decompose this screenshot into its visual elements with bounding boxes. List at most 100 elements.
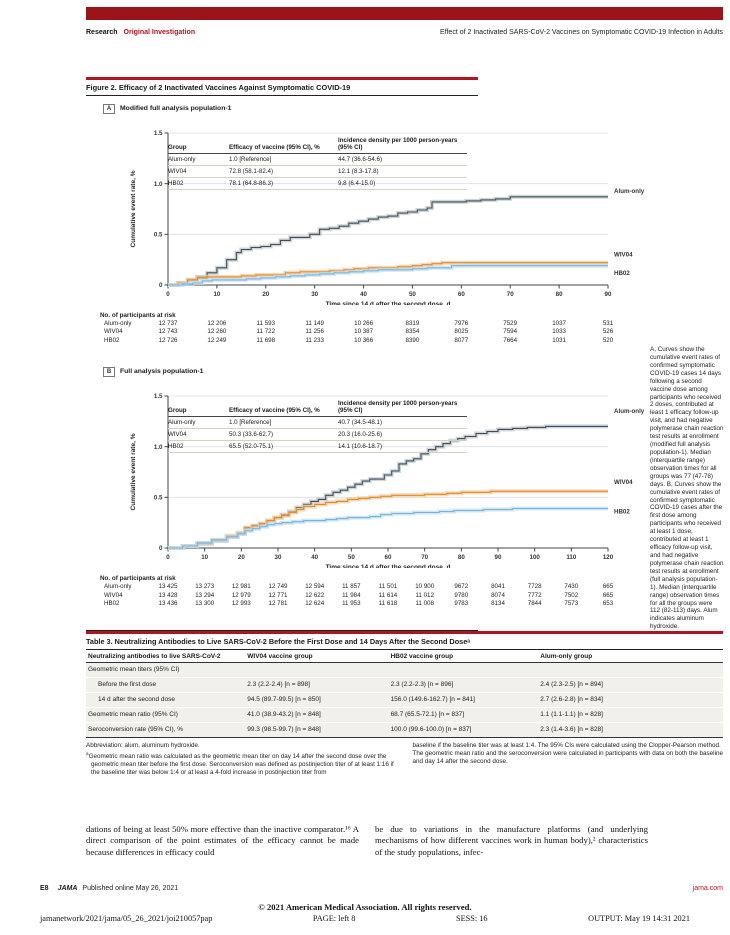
print-page: PAGE: left 8 [312,914,356,923]
article-type-label: Original Investigation [123,29,196,36]
x-tick-label: 20 [238,554,245,561]
survival-curve-WIV04 [168,490,608,549]
print-sess: SESS: 16 [455,914,488,923]
risk-row-label: WIV04 [104,591,123,599]
row-label: Geometric mean ratio (95% CI) [88,711,178,718]
y-tick-label: 0.5 [154,232,163,239]
inset-row: HB02 78.1 (64.8-86.3) 9.8 (6.4-15.0) [168,177,467,191]
table-footnotes: Abbreviation: alum, aluminum hydroxide. … [86,742,723,778]
x-tick-label: 80 [458,554,465,561]
panel-head: A Modified full analysis population-1 [103,103,646,114]
footnote-right-column: baseline if the baseline titer was at le… [412,741,723,766]
page-number: E8 [40,885,49,892]
x-tick-label: 40 [360,291,367,298]
x-axis-label: Time since 14 d after the second dose, d [326,301,451,305]
row-label: 14 d after the second dose [98,696,175,703]
x-tick-label: 80 [556,291,563,298]
risk-row: WIV04 13 428 13 294 12 979 12 771 12 622 11 98… [104,591,614,599]
y-tick-label: 0 [159,545,163,552]
panel-head: B Full analysis population-1 [103,366,646,377]
figure-bottom-rule [86,630,478,632]
x-tick-label: 30 [311,291,318,298]
x-tick-label: 10 [213,291,220,298]
x-tick-label: 90 [605,291,612,298]
curve-label: Alum-only [614,408,645,415]
inset-header: Incidence density per 1000 person-years … [338,400,467,417]
jama-website-link[interactable]: jama.com [692,885,723,892]
x-tick-label: 60 [385,554,392,561]
x-tick-label: 10 [201,554,208,561]
x-tick-label: 100 [530,554,541,561]
y-tick-label: 0 [159,282,163,289]
chart-area: 0 0.5 1.0 1.5 0 10 20 30 40 50 60 70 80 90 Time since … [126,125,646,310]
curve-label: HB02 [614,270,630,277]
section-kicker: Research Original Investigation [86,29,195,36]
table-row: Geometric mean titers (95% CI) [86,662,723,677]
curve-label: Alum-only [614,188,645,195]
footnote-left-column: Abbreviation: alum, aluminum hydroxide. … [86,742,397,778]
chart-area: 0 0.5 1.0 1.5 0 10 20 30 40 50 60 70 80 90 100 110 120 Ti… [126,388,646,573]
header-row: Neutralizing antibodies to live SARS-CoV… [86,649,723,663]
efficacy-inset-table: Group Efficacy of vaccine (95% CI), % Inci… [168,400,467,454]
table-body: Geometric mean titers (95% CI) Before the… [86,662,723,737]
inset-row: WIV04 50.3 (33.6-62.7) 20.3 (16.0-25.6) [168,428,467,442]
x-tick-label: 60 [458,291,465,298]
table-abbreviation: Abbreviation: alum, aluminum hydroxide. [86,741,200,749]
figure-title-rule [86,95,478,96]
x-tick-label: 0 [166,554,170,561]
footnote-a-text: Geometric mean ratio was calculated as t… [88,752,394,777]
x-tick-label: 70 [507,291,514,298]
panel-subtitle: Full analysis population-1 [120,368,204,376]
risk-row-label: Alum-only [104,583,132,591]
inset-header: Group [168,137,229,154]
figure-panel-B: B Full analysis population-1 0 0.5 1.0 1.5 0… [86,366,646,608]
article-body: dations of being at least 50% more effec… [86,824,648,858]
x-tick-label: 20 [262,291,269,298]
x-tick-label: 70 [421,554,428,561]
participants-at-risk: No. of participants at risk Alum-only 12 7… [86,312,646,345]
x-tick-label: 50 [409,291,416,298]
x-tick-label: 110 [566,554,577,561]
risk-row: Alum-only 13 425 13 273 12 981 12 749 12 594 1… [104,583,614,591]
x-axis-label: Time since 14 d after the second dose, d [326,564,451,568]
column-header: Alum-only group [538,649,723,663]
figure-title: Figure 2. Efficacy of 2 Inactivated Vacc… [86,83,351,92]
column-header: WIV04 vaccine group [245,649,389,663]
x-tick-label: 120 [603,554,614,561]
inset-row: HB02 65.5 (52.0-75.1) 14.1 (10.6-18.7) [168,440,467,454]
risk-table-title: No. of participants at risk [100,575,176,583]
risk-row: Alum-only 12 737 12 206 11 593 11 149 10 266 8… [104,320,614,327]
body-right-column: be due to variations in the manufacture … [375,824,648,857]
print-output: OUTPUT: May 19 14:31 2021 [588,914,690,923]
risk-row: HB02 12 726 12 249 11 698 11 233 10 366 8390 80… [104,336,614,344]
figure-2-block: Figure 2. Efficacy of 2 Inactivated Vacc… [86,77,646,632]
figure-panel-A: A Modified full analysis population-1 0 0… [86,103,646,345]
figure-top-rule [86,77,478,80]
curve-label: HB02 [614,509,630,516]
inset-row: Alum-only 1.0 [Reference] 40.7 (34.5-48.1) [168,416,467,430]
y-tick-label: 1.5 [154,130,163,137]
confidence-band [168,489,608,551]
survival-curve-WIV04 [168,262,608,286]
top-red-bar [86,7,723,20]
risk-row-label: Alum-only [104,320,132,327]
survival-chart: 0 0.5 1.0 1.5 0 10 20 30 40 50 60 70 80 90 Time since … [130,130,645,308]
inset-header: Efficacy of vaccine (95% CI), % [229,400,338,417]
body-left-column: dations of being at least 50% more effec… [86,824,359,857]
print-metadata-line: jamanetwork/2021/jama/05_26_2021/joi2100… [40,914,690,923]
survival-curve-HB02 [168,265,608,286]
risk-row: HB02 13 436 13 300 12 993 12 781 12 624 11 953… [104,599,614,607]
x-tick-label: 30 [275,554,282,561]
table-top-rule [86,631,723,634]
inset-row: WIV04 72.8 (58.1-82.4) 12.1 (8.3-17.8) [168,165,467,179]
x-tick-label: 40 [311,554,318,561]
copyright-line: © 2021 American Medical Association. All… [258,902,472,912]
panel-letter-box: A [103,103,115,114]
table-row: Before the first dose 2.3 (2.2-2.4) [n = … [86,677,723,692]
neutralizing-antibodies-table: Neutralizing antibodies to live SARS-CoV… [86,649,723,738]
y-axis-label: Cumulative event rate, % [130,170,137,247]
inset-header: Group [168,400,229,417]
panel-subtitle: Modified full analysis population-1 [120,105,232,112]
survival-chart: 0 0.5 1.0 1.5 0 10 20 30 40 50 60 70 80 90 100 110 120 Ti… [130,393,645,571]
